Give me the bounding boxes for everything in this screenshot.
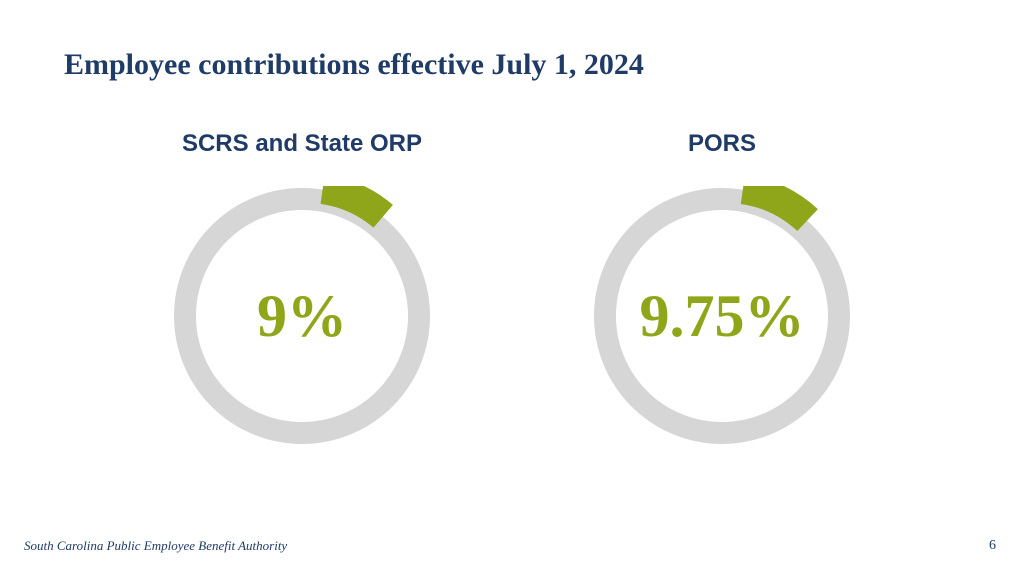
chart-label: SCRS and State ORP (182, 130, 422, 158)
page-number: 6 (989, 538, 996, 554)
footer-org: South Carolina Public Employee Benefit A… (24, 538, 287, 554)
donut-chart: SCRS and State ORP 9% (172, 130, 432, 446)
charts-row: SCRS and State ORP 9% PORS 9.75% (0, 130, 1024, 446)
chart-label: PORS (688, 130, 756, 158)
donut-ring: 9.75% (592, 186, 852, 446)
donut-chart: PORS 9.75% (592, 130, 852, 446)
donut-percent: 9.75% (592, 186, 852, 446)
donut-ring: 9% (172, 186, 432, 446)
slide-title: Employee contributions effective July 1,… (64, 48, 644, 82)
donut-percent: 9% (172, 186, 432, 446)
slide: Employee contributions effective July 1,… (0, 0, 1024, 576)
